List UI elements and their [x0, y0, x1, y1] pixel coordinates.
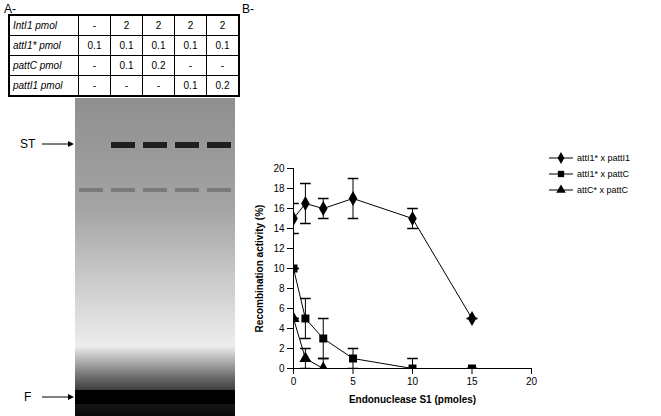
html-text:0.2: 0.2 [151, 60, 166, 71]
html-text:0.1: 0.1 [87, 40, 102, 51]
svg-text:2: 2 [279, 343, 285, 354]
html-text:B-: B- [242, 2, 254, 16]
svg-text:16: 16 [273, 203, 285, 214]
html-text:2: 2 [187, 20, 194, 31]
html-text:2: 2 [155, 20, 162, 31]
html-text:IntI1 pmol: IntI1 pmol [13, 20, 57, 31]
html-text:attC* x pattC: attC* x pattC [577, 185, 628, 195]
svg-text:10: 10 [273, 263, 285, 274]
svg-text:ST: ST [20, 137, 36, 151]
html-text:pattI1 pmol: pattI1 pmol [13, 80, 63, 91]
html-text:2: 2 [123, 20, 130, 31]
svg-text:4: 4 [279, 323, 285, 334]
html-text:0.1: 0.1 [183, 40, 198, 51]
html-text:0.1: 0.1 [119, 40, 134, 51]
svg-text:Endonuclease S1 (pmoles): Endonuclease S1 (pmoles) [349, 394, 476, 405]
svg-text:0: 0 [279, 363, 285, 374]
html-text:0.2: 0.2 [215, 80, 230, 91]
html-text:2: 2 [219, 20, 226, 31]
svg-text:Recombination activity (%): Recombination activity (%) [254, 205, 265, 333]
html-text:0.1: 0.1 [119, 60, 134, 71]
svg-text:18: 18 [273, 183, 285, 194]
svg-text:F: F [24, 390, 31, 404]
html-text:attI1* x pattC: attI1* x pattC [577, 169, 629, 179]
html-text:attI1* x pattI1: attI1* x pattI1 [577, 153, 630, 163]
svg-text:14: 14 [273, 223, 285, 234]
html-text:0.1: 0.1 [151, 40, 166, 51]
html-text:pattC pmol: pattC pmol [13, 60, 62, 71]
html-text:attI1* pmol: attI1* pmol [13, 40, 61, 51]
html-text:0.1: 0.1 [183, 80, 198, 91]
svg-text:5: 5 [350, 376, 356, 387]
svg-text:12: 12 [273, 243, 285, 254]
svg-text:10: 10 [407, 376, 419, 387]
html-text:0.1: 0.1 [215, 40, 230, 51]
svg-text:8: 8 [279, 283, 285, 294]
svg-text:6: 6 [279, 303, 285, 314]
svg-text:0: 0 [291, 376, 297, 387]
svg-text:20: 20 [526, 376, 538, 387]
svg-text:15: 15 [466, 376, 478, 387]
html-text:A-: A- [4, 2, 16, 16]
svg-text:20: 20 [273, 163, 285, 174]
